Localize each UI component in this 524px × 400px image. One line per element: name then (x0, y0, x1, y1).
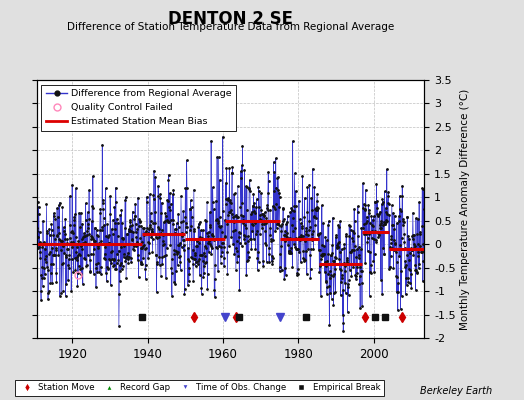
Text: Berkeley Earth: Berkeley Earth (420, 386, 493, 396)
Legend: Station Move, Record Gap, Time of Obs. Change, Empirical Break: Station Move, Record Gap, Time of Obs. C… (15, 380, 384, 396)
Text: DENTON 2 SE: DENTON 2 SE (168, 10, 293, 28)
Legend: Difference from Regional Average, Quality Control Failed, Estimated Station Mean: Difference from Regional Average, Qualit… (41, 85, 236, 131)
Text: Difference of Station Temperature Data from Regional Average: Difference of Station Temperature Data f… (67, 22, 394, 32)
Y-axis label: Monthly Temperature Anomaly Difference (°C): Monthly Temperature Anomaly Difference (… (460, 88, 470, 330)
